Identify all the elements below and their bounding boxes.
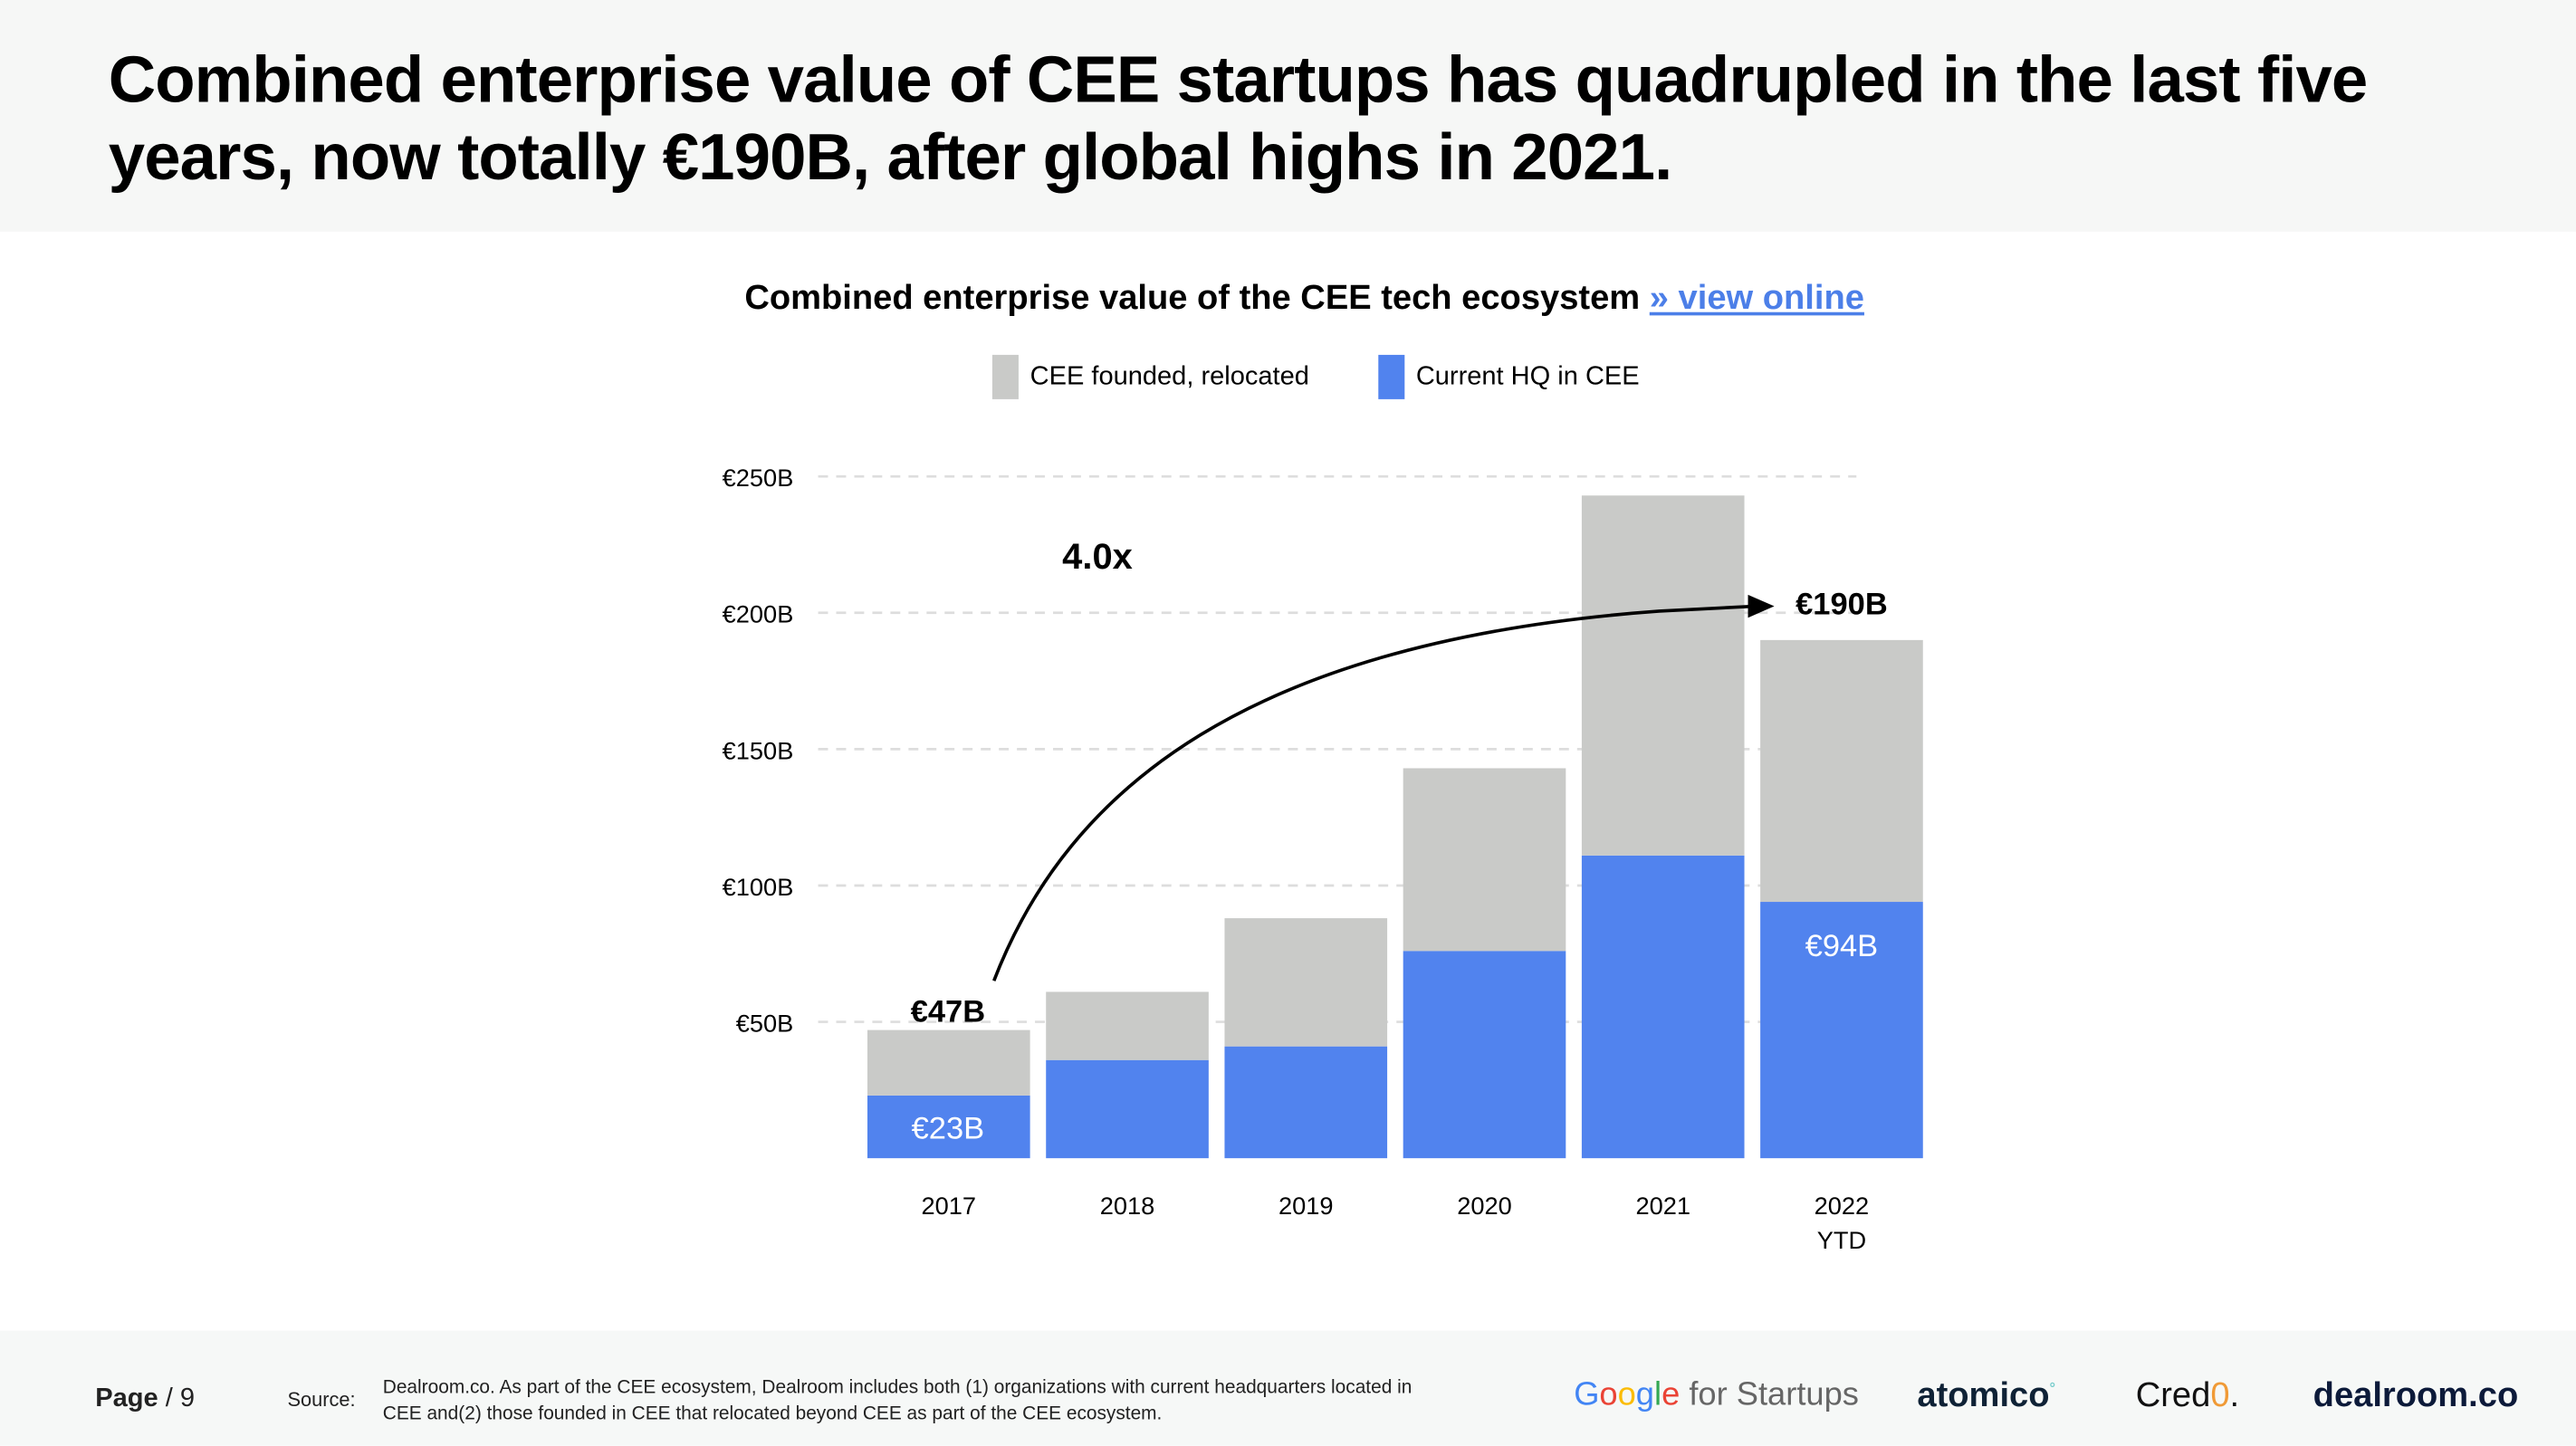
bar-hq-2021	[1581, 855, 1745, 1159]
credo-logo: Cred0.	[2135, 1376, 2240, 1415]
bar-label-2022-hq: €94B	[1805, 929, 1879, 963]
bar-hq-2022	[1760, 902, 1923, 1159]
chart-legend: CEE founded, relocated Current HQ in CEE	[991, 354, 1640, 399]
page-indicator: Page / 9	[95, 1384, 196, 1413]
x-tick-label: 2017	[922, 1192, 977, 1220]
x-tick-label: 2021	[1635, 1192, 1690, 1220]
x-tick-label: YTD	[1817, 1226, 1866, 1254]
end-total-label: €190B	[1796, 588, 1888, 622]
google-for-startups-logo: Google for Startups	[1574, 1376, 1859, 1413]
bar-relocated-2021	[1581, 495, 1745, 856]
footer-band	[0, 1330, 2576, 1446]
dealroom-logo: dealroom.co	[2313, 1376, 2519, 1415]
legend-label-hq: Current HQ in CEE	[1415, 362, 1640, 390]
y-tick-label: €50B	[736, 1009, 794, 1037]
x-tick-label: 2018	[1100, 1192, 1155, 1220]
atomico-logo: atomico°	[1917, 1376, 2056, 1415]
bar-relocated-2019	[1224, 918, 1388, 1047]
bar-relocated-2020	[1403, 768, 1566, 952]
legend-swatch-relocated	[991, 354, 1019, 399]
bar-hq-2017	[867, 1095, 1030, 1159]
y-tick-label: €100B	[723, 873, 794, 901]
legend-swatch-hq	[1378, 354, 1405, 399]
legend-label-relocated: CEE founded, relocated	[1029, 362, 1309, 390]
view-online-link[interactable]: » view online	[1649, 279, 1864, 318]
multiplier-label: 4.0x	[1062, 537, 1133, 577]
arrow-head-icon	[1748, 594, 1775, 618]
chart-title: Combined enterprise value of the CEE tec…	[744, 279, 1864, 318]
bar-hq-2019	[1224, 1046, 1388, 1159]
x-tick-label: 2022	[1815, 1192, 1870, 1220]
y-tick-label: €250B	[723, 464, 794, 492]
start-total-label: €47B	[911, 995, 985, 1029]
page-headline: Combined enterprise value of CEE startup…	[108, 43, 2369, 195]
y-tick-label: €200B	[723, 600, 794, 628]
source-text: Dealroom.co. As part of the CEE ecosyste…	[382, 1378, 1412, 1425]
x-tick-label: 2019	[1278, 1192, 1334, 1220]
header-band: Combined enterprise value of CEE startup…	[0, 0, 2576, 232]
y-tick-label: €150B	[723, 736, 794, 764]
bar-hq-2020	[1403, 951, 1566, 1159]
bar-relocated-2017	[867, 1029, 1030, 1096]
growth-arrow	[992, 604, 1755, 982]
source-label: Source:	[287, 1388, 356, 1412]
bar-hq-2018	[1046, 1059, 1209, 1159]
bar-label-2017-hq: €23B	[912, 1111, 985, 1145]
x-tick-label: 2020	[1457, 1192, 1512, 1220]
bar-relocated-2022	[1760, 639, 1923, 903]
bar-relocated-2018	[1046, 991, 1209, 1060]
